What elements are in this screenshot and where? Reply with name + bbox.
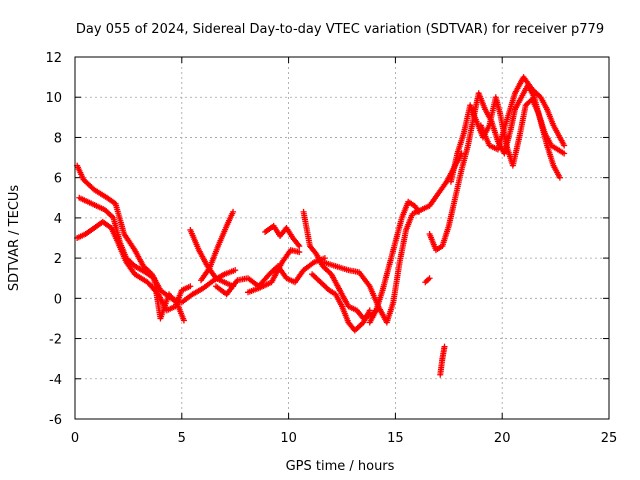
data-point-markers bbox=[366, 198, 422, 326]
series-track-h bbox=[262, 222, 303, 250]
data-point-markers bbox=[477, 74, 568, 153]
data-point-markers bbox=[198, 208, 237, 284]
series-track-e bbox=[198, 208, 237, 284]
x-axis-label: GPS time / hours bbox=[286, 459, 395, 474]
series-track-l bbox=[366, 198, 422, 326]
y-tick-label: 6 bbox=[54, 172, 62, 187]
y-tick-label: 8 bbox=[54, 131, 62, 146]
series-track-k bbox=[319, 150, 465, 326]
data-point-markers bbox=[76, 194, 187, 324]
data-point-markers bbox=[212, 255, 328, 298]
y-axis-label: SDTVAR / TECUs bbox=[7, 185, 22, 292]
y-tick-label: 10 bbox=[45, 91, 62, 106]
series-track-o bbox=[477, 74, 568, 153]
series-track-n bbox=[447, 94, 568, 185]
data-point-markers bbox=[422, 275, 433, 286]
data-point-markers bbox=[447, 94, 568, 185]
y-tick-label: 2 bbox=[54, 252, 62, 267]
plot-frame bbox=[74, 56, 610, 420]
gridlines bbox=[75, 57, 609, 419]
x-tick-label: 25 bbox=[601, 431, 618, 446]
series-track-f bbox=[212, 255, 328, 298]
data-points bbox=[74, 74, 568, 378]
data-point-markers bbox=[426, 82, 563, 254]
data-point-markers bbox=[245, 247, 303, 296]
y-tick-label: 12 bbox=[45, 51, 62, 66]
x-tick-label: 5 bbox=[178, 431, 186, 446]
series-track-q bbox=[437, 343, 448, 378]
x-tick-label: 0 bbox=[71, 431, 79, 446]
x-tick-label: 20 bbox=[494, 431, 511, 446]
data-point-markers bbox=[319, 150, 465, 326]
x-tick-label: 10 bbox=[280, 431, 297, 446]
series-track-p bbox=[422, 275, 433, 286]
data-point-markers bbox=[309, 271, 373, 334]
data-point-markers bbox=[437, 343, 448, 378]
y-tick-label: 0 bbox=[54, 292, 62, 307]
y-tick-label: 4 bbox=[54, 212, 62, 227]
y-tick-label: -6 bbox=[49, 413, 62, 428]
y-tick-label: -2 bbox=[49, 333, 62, 348]
chart-title: Day 055 of 2024, Sidereal Day-to-day VTE… bbox=[76, 22, 604, 37]
axis-ticks: 0 5 10 15 20 25 -6 -4 -2 0 2 4 6 8 10 12 bbox=[45, 51, 617, 446]
x-tick-label: 15 bbox=[387, 431, 404, 446]
y-tick-label: -4 bbox=[49, 373, 62, 388]
series-track-g bbox=[245, 247, 303, 296]
series-track-j bbox=[309, 271, 373, 334]
data-point-markers bbox=[262, 222, 303, 250]
series-track-m bbox=[426, 82, 563, 254]
series-track-c bbox=[76, 194, 187, 324]
